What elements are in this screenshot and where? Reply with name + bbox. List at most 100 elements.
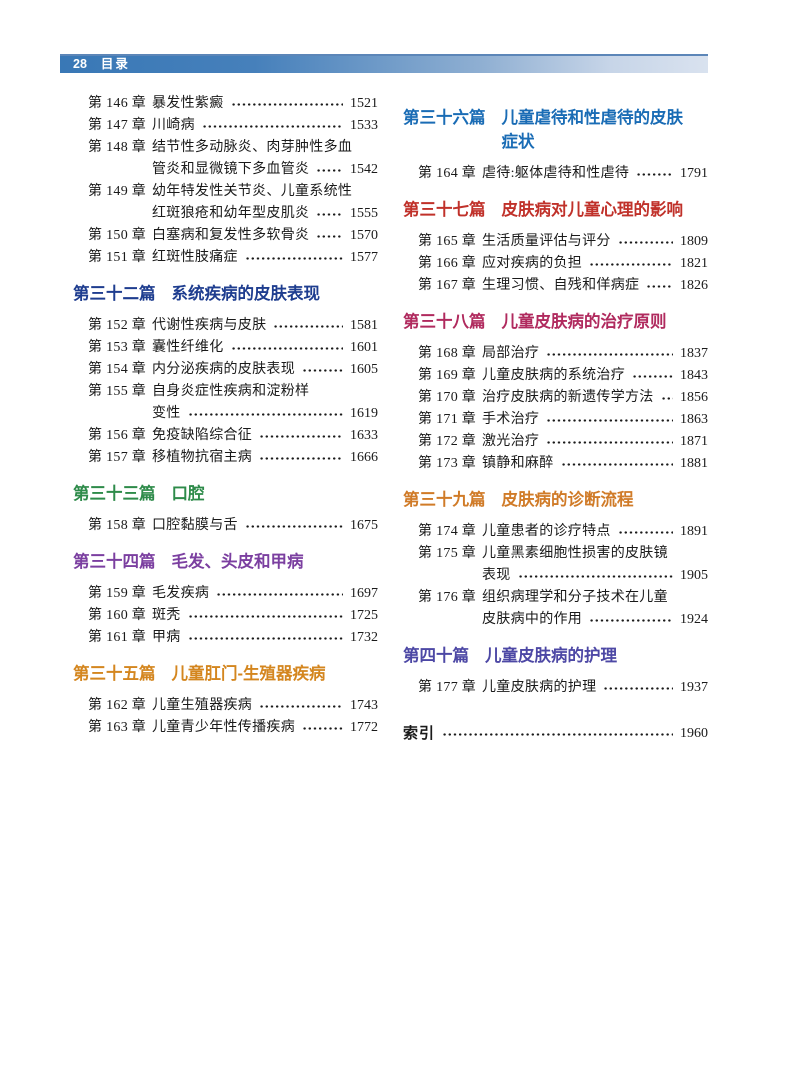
entry-title: 免疫缺陷综合征: [152, 428, 253, 443]
page-number: 1581: [350, 318, 378, 333]
dot-leader: [230, 93, 343, 115]
page-number: 1633: [350, 428, 378, 443]
section-header: 第三十四篇 毛发、头皮和甲病: [73, 550, 378, 574]
dot-leader: [560, 453, 673, 475]
index-row: 索引 1960: [403, 723, 708, 745]
entry-title: 局部治疗: [482, 346, 540, 361]
toc-entry-row: 第 161 章甲病 1732: [73, 627, 378, 649]
chapter-label: 第 154 章: [88, 362, 147, 377]
dot-leader: [201, 115, 343, 137]
page-number: 1601: [350, 340, 378, 355]
chapter-label: 第 152 章: [88, 318, 147, 333]
dot-leader: [259, 425, 343, 447]
page-number: 1675: [350, 518, 378, 533]
page-number: 1666: [350, 450, 378, 465]
dot-leader: [660, 387, 673, 409]
chapter-label: 第 158 章: [88, 518, 147, 533]
page-number: 1577: [350, 250, 378, 265]
toc-entry-row: 第 174 章儿童患者的诊疗特点 1891: [403, 521, 708, 543]
toc-entry-row: 第 155 章自身炎症性疾病和淀粉样: [73, 381, 378, 403]
toc-entry-row: 第 156 章免疫缺陷综合征 1633: [73, 425, 378, 447]
chapter-label: 第 166 章: [418, 256, 477, 271]
section-header: 第三十六篇 儿童虐待和性虐待的皮肤 症状: [403, 106, 708, 154]
chapter-label: 第 148 章: [88, 140, 147, 155]
toc-entry-row: 第 160 章斑秃 1725: [73, 605, 378, 627]
chapter-label: 第 156 章: [88, 428, 147, 443]
page-number: 1570: [350, 228, 378, 243]
section-title: 皮肤病的诊断流程: [502, 488, 709, 512]
entry-title: 儿童青少年性传播疾病: [152, 720, 295, 735]
entry-title: 虐待:躯体虐待和性虐待: [482, 166, 630, 181]
dot-leader: [273, 315, 343, 337]
section-title: 儿童皮肤病的护理: [485, 644, 708, 668]
page-number: 1605: [350, 362, 378, 377]
dot-leader: [617, 521, 673, 543]
section-header: 第三十二篇 系统疾病的皮肤表现: [73, 282, 378, 306]
section-title: 儿童皮肤病的治疗原则: [502, 310, 709, 334]
chapter-label: 第 176 章: [418, 590, 477, 605]
entry-title: 皮肤病中的作用: [482, 612, 583, 627]
toc-entry-row: 第 177 章儿童皮肤病的护理 1937: [403, 677, 708, 699]
section-title-line: 毛发、头皮和甲病: [171, 553, 304, 571]
toc-entry-row: 第 173 章镇静和麻醉 1881: [403, 453, 708, 475]
section-header: 第四十篇 儿童皮肤病的护理: [403, 644, 708, 668]
section-number: 第三十五篇: [73, 665, 156, 683]
section-title: 儿童虐待和性虐待的皮肤 症状: [502, 106, 709, 154]
entry-title: 毛发疾病: [152, 586, 210, 601]
entry-title: 红斑狼疮和幼年型皮肌炎: [152, 206, 310, 221]
page-number: 1555: [350, 206, 378, 221]
page-number: 1772: [350, 720, 378, 735]
entry-title: 儿童生殖器疾病: [152, 698, 253, 713]
entry-title: 手术治疗: [482, 412, 540, 427]
toc-entry-row: 第 151 章红斑性肢痛症 1577: [73, 247, 378, 269]
entry-title: 生理习惯、自残和佯病症: [482, 278, 640, 293]
toc-entry-row: 第 172 章激光治疗 1871: [403, 431, 708, 453]
page-number: 1725: [350, 608, 378, 623]
section-number: 第三十四篇: [73, 553, 156, 571]
entry-title: 口腔黏膜与舌: [152, 518, 238, 533]
entry-title: 儿童皮肤病的护理: [482, 680, 597, 695]
section-title-line: 皮肤病对儿童心理的影响: [501, 201, 684, 219]
dot-leader: [230, 337, 343, 359]
dot-leader: [589, 609, 673, 631]
page-number: 1856: [680, 390, 708, 405]
page-number: 1863: [680, 412, 708, 427]
entry-title: 内分泌疾病的皮肤表现: [152, 362, 295, 377]
chapter-label: 第 170 章: [418, 390, 477, 405]
entry-title: 暴发性紫癜: [152, 96, 224, 111]
entry-title: 代谢性疾病与皮肤: [152, 318, 267, 333]
entry-title: 儿童皮肤病的系统治疗: [482, 368, 625, 383]
entry-title: 变性: [152, 406, 181, 421]
toc-entry-row: 表现 1905: [403, 565, 708, 587]
page-number: 1826: [680, 278, 708, 293]
entry-title: 生活质量评估与评分: [482, 234, 611, 249]
page-header-bar: 28 目录: [60, 54, 708, 73]
page-number: 1743: [350, 698, 378, 713]
chapter-label: 第 151 章: [88, 250, 147, 265]
folio-page-number: 28: [73, 57, 87, 71]
chapter-label: 第 169 章: [418, 368, 477, 383]
entry-title: 结节性多动脉炎、肉芽肿性多血: [152, 140, 353, 155]
entry-title: 激光治疗: [482, 434, 540, 449]
chapter-label: 第 157 章: [88, 450, 147, 465]
entry-title: 应对疾病的负担: [482, 256, 583, 271]
toc-entry-row: 第 146 章暴发性紫癜 1521: [73, 93, 378, 115]
toc-column-left: 第 146 章暴发性紫癜 1521 第 147 章川崎病 1533 第 148 章结节性…: [73, 93, 378, 745]
chapter-label: 第 159 章: [88, 586, 147, 601]
toc-entry-row: 第 169 章儿童皮肤病的系统治疗 1843: [403, 365, 708, 387]
toc-entry-row: 第 168 章局部治疗 1837: [403, 343, 708, 365]
section-title-line: 儿童虐待和性虐待的皮肤: [501, 109, 684, 127]
toc-entry-row: 第 149 章幼年特发性关节炎、儿童系统性: [73, 181, 378, 203]
dot-leader: [316, 159, 343, 181]
toc-entry-row: 第 165 章生活质量评估与评分 1809: [403, 231, 708, 253]
chapter-label: 第 149 章: [88, 184, 147, 199]
page-number: 1732: [350, 630, 378, 645]
toc-entry-row: 第 158 章口腔黏膜与舌 1675: [73, 515, 378, 537]
page-number: 1871: [680, 434, 708, 449]
chapter-label: 第 150 章: [88, 228, 147, 243]
section-title-line: 皮肤病的诊断流程: [501, 491, 634, 509]
dot-leader: [259, 447, 343, 469]
dot-leader: [617, 231, 673, 253]
chapter-label: 第 165 章: [418, 234, 477, 249]
index-label: 索引: [403, 725, 436, 742]
